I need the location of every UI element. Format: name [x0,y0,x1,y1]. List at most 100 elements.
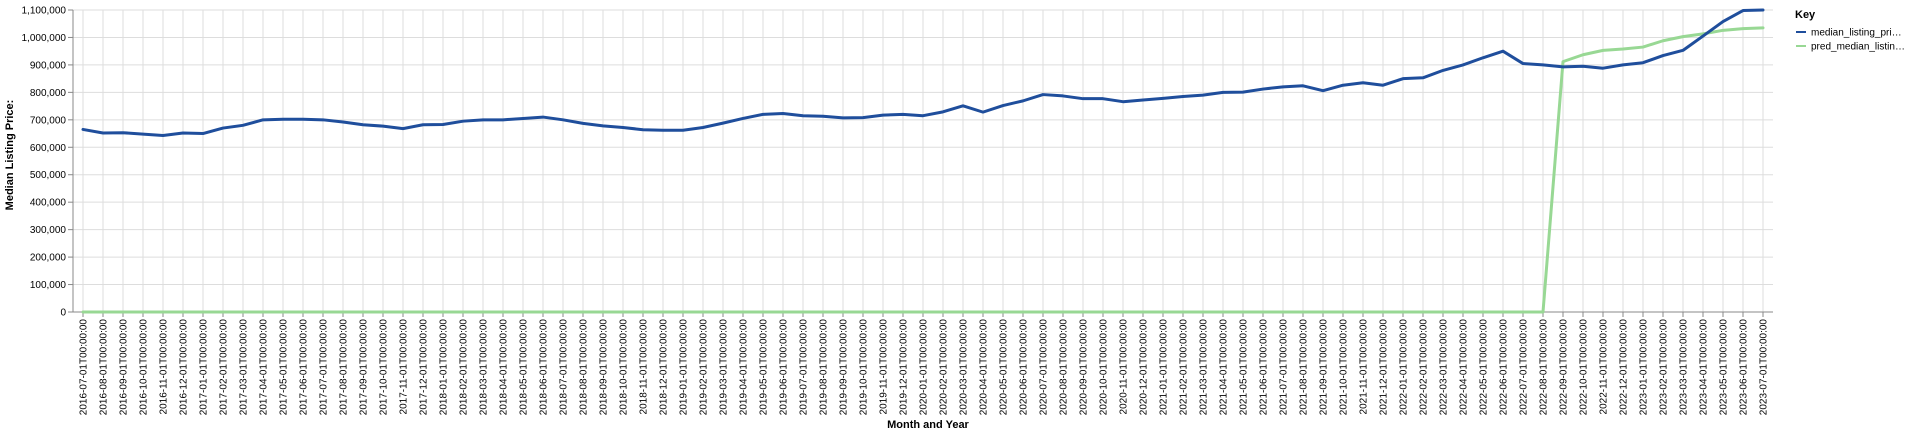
x-axis-title: Month and Year [887,419,969,431]
x-tick-label: 2021-11-01T00:00:00 [1359,319,1370,415]
y-tick-label: 400,000 [30,198,67,209]
x-tick-label: 2022-06-01T00:00:00 [1499,319,1510,416]
y-tick-label: 0 [60,308,66,319]
x-tick-label: 2019-06-01T00:00:00 [779,319,790,416]
x-tick-label: 2021-09-01T00:00:00 [1319,319,1330,416]
x-tick-label: 2018-11-01T00:00:00 [639,319,650,415]
x-tick-label: 2020-12-01T00:00:00 [1139,319,1150,416]
x-tick-label: 2022-12-01T00:00:00 [1619,319,1630,416]
x-tick-label: 2023-03-01T00:00:00 [1679,319,1690,416]
series-line [81,26,1765,314]
legend-title: Key [1795,9,1816,21]
x-tick-label: 2021-08-01T00:00:00 [1299,319,1310,416]
y-tick-label: 1,100,000 [22,6,67,17]
y-axis-title: Median Listing Price: [4,100,16,211]
x-tick-label: 2022-07-01T00:00:00 [1519,319,1530,416]
gridlines [73,9,1773,313]
x-tick-label: 2020-06-01T00:00:00 [1019,319,1030,416]
x-tick-label: 2019-04-01T00:00:00 [739,319,750,416]
x-tick-label: 2021-02-01T00:00:00 [1179,319,1190,416]
x-tick-label: 2019-08-01T00:00:00 [819,319,830,416]
x-tick-label: 2018-07-01T00:00:00 [559,319,570,416]
y-tick-label: 500,000 [30,170,67,181]
x-tick-label: 2023-07-01T00:00:00 [1759,319,1770,416]
x-tick-label: 2020-07-01T00:00:00 [1039,319,1050,416]
y-tick-label: 800,000 [30,88,67,99]
x-tick-label: 2020-05-01T00:00:00 [999,319,1010,416]
x-tick-label: 2019-03-01T00:00:00 [719,319,730,416]
x-tick-label: 2022-01-01T00:00:00 [1399,319,1410,416]
x-tick-label: 2020-09-01T00:00:00 [1079,319,1090,416]
x-tick-label: 2016-07-01T00:00:00 [79,319,90,416]
x-tick-label: 2020-11-01T00:00:00 [1119,319,1130,415]
x-axis: 2016-07-01T00:00:00 2016-08-01T00:00:00 20… [73,311,1773,416]
x-tick-label: 2023-01-01T00:00:00 [1639,319,1650,416]
y-tick-label: 700,000 [30,115,67,126]
x-tick-label: 2016-11-01T00:00:00 [159,319,170,415]
x-tick-label: 2018-04-01T00:00:00 [499,319,510,416]
x-tick-label: 2018-02-01T00:00:00 [459,319,470,416]
x-tick-label: 2019-05-01T00:00:00 [759,319,770,416]
x-tick-label: 2023-04-01T00:00:00 [1699,319,1710,416]
legend-label: median_listing_pri… [1811,28,1902,39]
x-tick-label: 2020-08-01T00:00:00 [1059,319,1070,416]
legend-label: pred_median_listin… [1811,42,1905,53]
x-tick-label: 2016-09-01T00:00:00 [119,319,130,416]
x-tick-label: 2021-07-01T00:00:00 [1279,319,1290,416]
x-tick-label: 2021-12-01T00:00:00 [1379,319,1390,416]
x-tick-label: 2019-10-01T00:00:00 [859,319,870,416]
x-tick-label: 2019-01-01T00:00:00 [679,319,690,416]
y-tick-label: 1,000,000 [22,33,67,44]
x-tick-label: 2017-06-01T00:00:00 [299,319,310,416]
y-tick-label: 600,000 [30,143,67,154]
y-tick-label: 900,000 [30,60,67,71]
x-tick-label: 2016-10-01T00:00:00 [139,319,150,416]
x-tick-label: 2017-01-01T00:00:00 [199,319,210,416]
x-tick-label: 2019-11-01T00:00:00 [879,319,890,415]
y-tick-label: 300,000 [30,225,67,236]
x-tick-label: 2022-11-01T00:00:00 [1599,319,1610,415]
x-tick-label: 2019-02-01T00:00:00 [699,319,710,416]
x-tick-label: 2016-08-01T00:00:00 [99,319,110,416]
x-tick-label: 2022-05-01T00:00:00 [1479,319,1490,416]
x-tick-label: 2018-08-01T00:00:00 [579,319,590,416]
y-tick-label: 100,000 [30,280,67,291]
x-tick-label: 2022-09-01T00:00:00 [1559,319,1570,416]
x-tick-label: 2017-11-01T00:00:00 [399,319,410,415]
x-tick-label: 2020-04-01T00:00:00 [979,319,990,416]
x-tick-label: 2022-08-01T00:00:00 [1539,319,1550,416]
x-tick-label: 2021-03-01T00:00:00 [1199,319,1210,416]
x-tick-label: 2018-06-01T00:00:00 [539,319,550,416]
x-tick-label: 2017-05-01T00:00:00 [279,319,290,416]
x-tick-label: 2017-03-01T00:00:00 [239,319,250,416]
x-tick-label: 2017-09-01T00:00:00 [359,319,370,416]
x-tick-label: 2018-05-01T00:00:00 [519,319,530,416]
legend: Key median_listing_pri… pred_median_listi… [1795,9,1905,53]
x-tick-label: 2019-07-01T00:00:00 [799,319,810,416]
x-tick-label: 2020-10-01T00:00:00 [1099,319,1110,416]
x-tick-label: 2021-01-01T00:00:00 [1159,319,1170,416]
x-tick-label: 2018-03-01T00:00:00 [479,319,490,416]
x-tick-label: 2022-10-01T00:00:00 [1579,319,1590,416]
x-tick-label: 2021-06-01T00:00:00 [1259,319,1270,416]
x-tick-label: 2017-12-01T00:00:00 [419,319,430,416]
x-tick-label: 2020-03-01T00:00:00 [959,319,970,416]
x-tick-label: 2022-02-01T00:00:00 [1419,319,1430,416]
y-tick-label: 200,000 [30,253,67,264]
x-tick-label: 2021-05-01T00:00:00 [1239,319,1250,416]
y-axis: 0 100,000 200,000 300,000 400,000 500,000 600,… [22,6,74,319]
series-line [81,8,1765,137]
x-tick-label: 2016-12-01T00:00:00 [179,319,190,416]
x-tick-label: 2019-12-01T00:00:00 [899,319,910,416]
x-tick-label: 2023-05-01T00:00:00 [1719,319,1730,416]
x-tick-label: 2021-04-01T00:00:00 [1219,319,1230,416]
x-tick-label: 2018-01-01T00:00:00 [439,319,450,416]
x-tick-label: 2018-12-01T00:00:00 [659,319,670,416]
x-tick-label: 2017-02-01T00:00:00 [219,319,230,416]
x-tick-label: 2019-09-01T00:00:00 [839,319,850,416]
x-tick-label: 2021-10-01T00:00:00 [1339,319,1350,416]
x-tick-label: 2020-02-01T00:00:00 [939,319,950,416]
x-tick-label: 2020-01-01T00:00:00 [919,319,930,416]
x-tick-label: 2017-04-01T00:00:00 [259,319,270,416]
